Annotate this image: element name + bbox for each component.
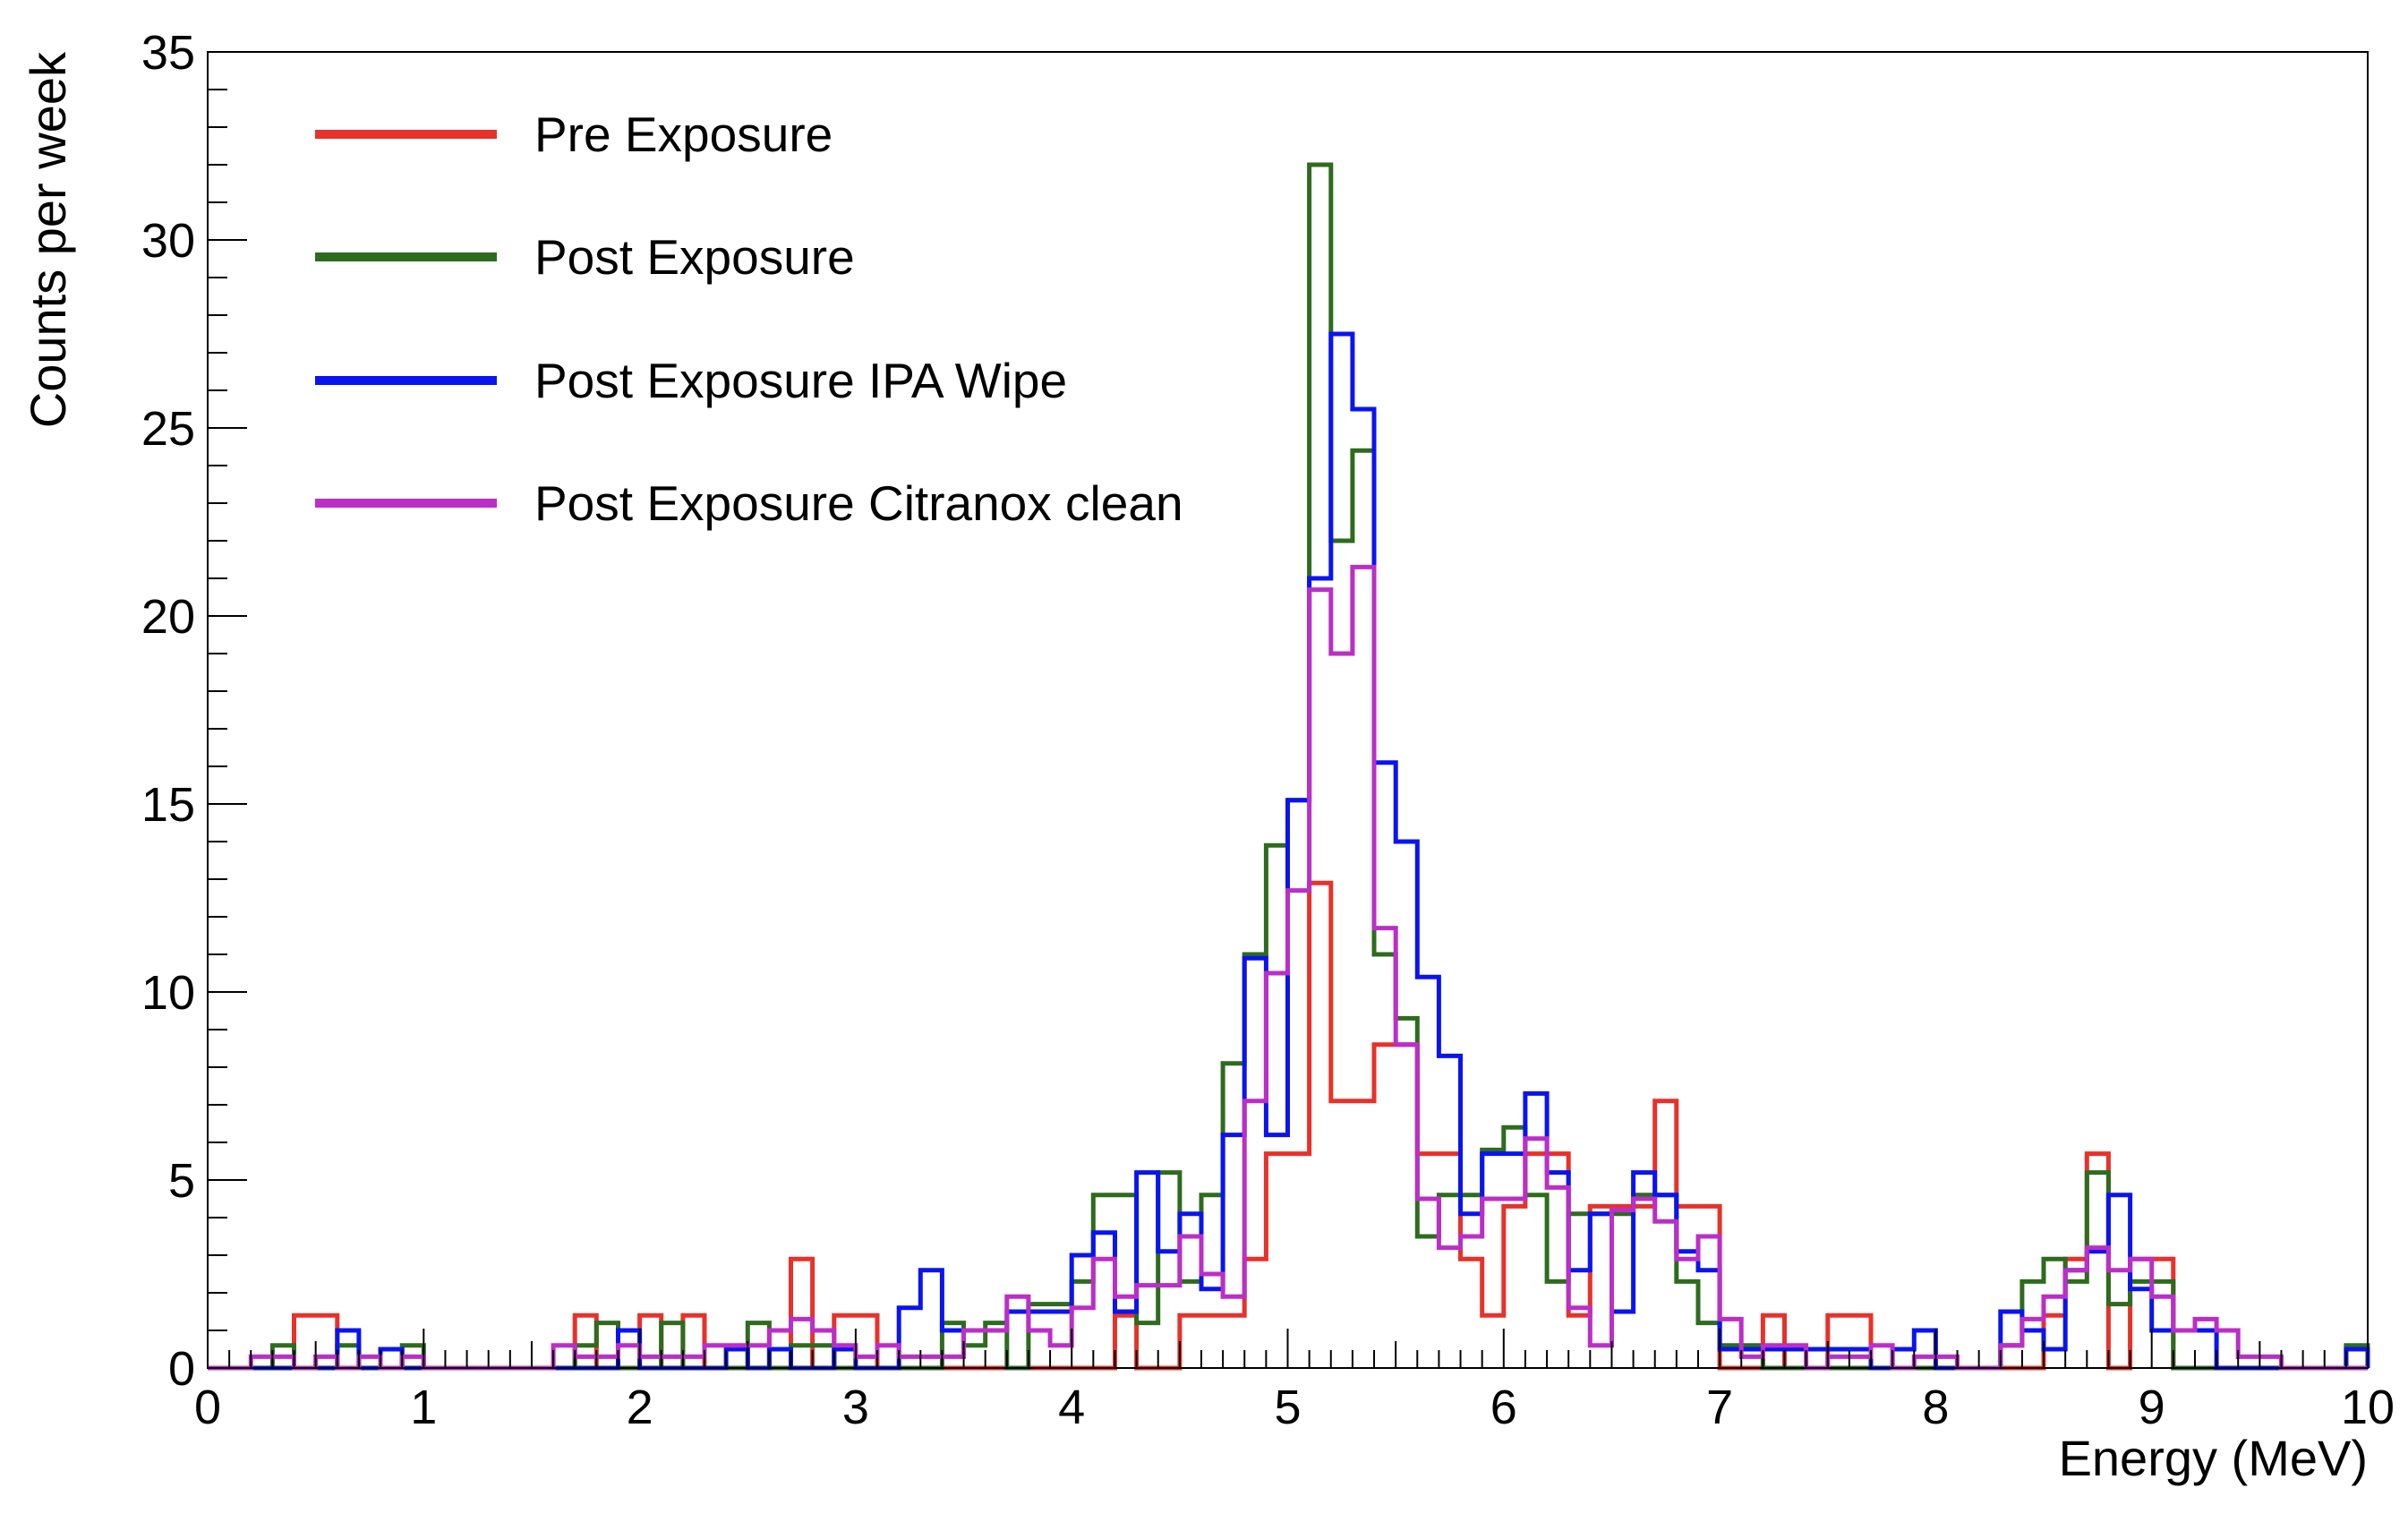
series-2-histogram [208,162,2370,1371]
y-tick-label: 25 [141,402,195,456]
series-3-histogram [208,331,2370,1371]
legend-label-2: Post Exposure [534,229,855,285]
x-tick-label: 8 [1922,1381,1949,1434]
x-axis-ticks: 0 1 2 3 4 5 6 7 8 9 10 [194,1329,2395,1434]
x-tick-label: 4 [1058,1381,1085,1434]
y-tick-label: 35 [141,26,195,80]
x-tick-label: 5 [1274,1381,1301,1434]
legend-label-3: Post Exposure IPA Wipe [534,353,1067,408]
x-tick-label: 7 [1706,1381,1733,1434]
histogram-series-group [208,162,2370,1371]
y-axis-title: Counts per week [20,51,76,428]
y-tick-label: 0 [168,1342,195,1396]
x-tick-label: 1 [410,1381,437,1434]
y-tick-label: 20 [141,590,195,644]
legend-label-4: Post Exposure Citranox clean [534,475,1183,531]
x-tick-label: 6 [1490,1381,1517,1434]
x-tick-label: 0 [194,1381,221,1434]
y-tick-label: 5 [168,1154,195,1208]
x-tick-label: 10 [2341,1381,2395,1434]
y-axis-ticks: 0 5 10 15 20 25 30 35 [141,26,247,1396]
x-axis-title: Energy (MeV) [2059,1430,2368,1486]
x-tick-label: 2 [627,1381,653,1434]
legend: Pre Exposure Post Exposure Post Exposure I… [315,107,1183,531]
x-tick-label: 3 [842,1381,869,1434]
plot-frame [207,51,2369,1369]
y-tick-label: 15 [141,778,195,832]
series-4-histogram [208,564,2368,1371]
plot-area-border [207,51,2369,1369]
y-tick-label: 10 [141,966,195,1020]
legend-label-1: Pre Exposure [534,107,833,162]
y-tick-label: 30 [141,214,195,268]
x-tick-label: 9 [2139,1381,2165,1434]
